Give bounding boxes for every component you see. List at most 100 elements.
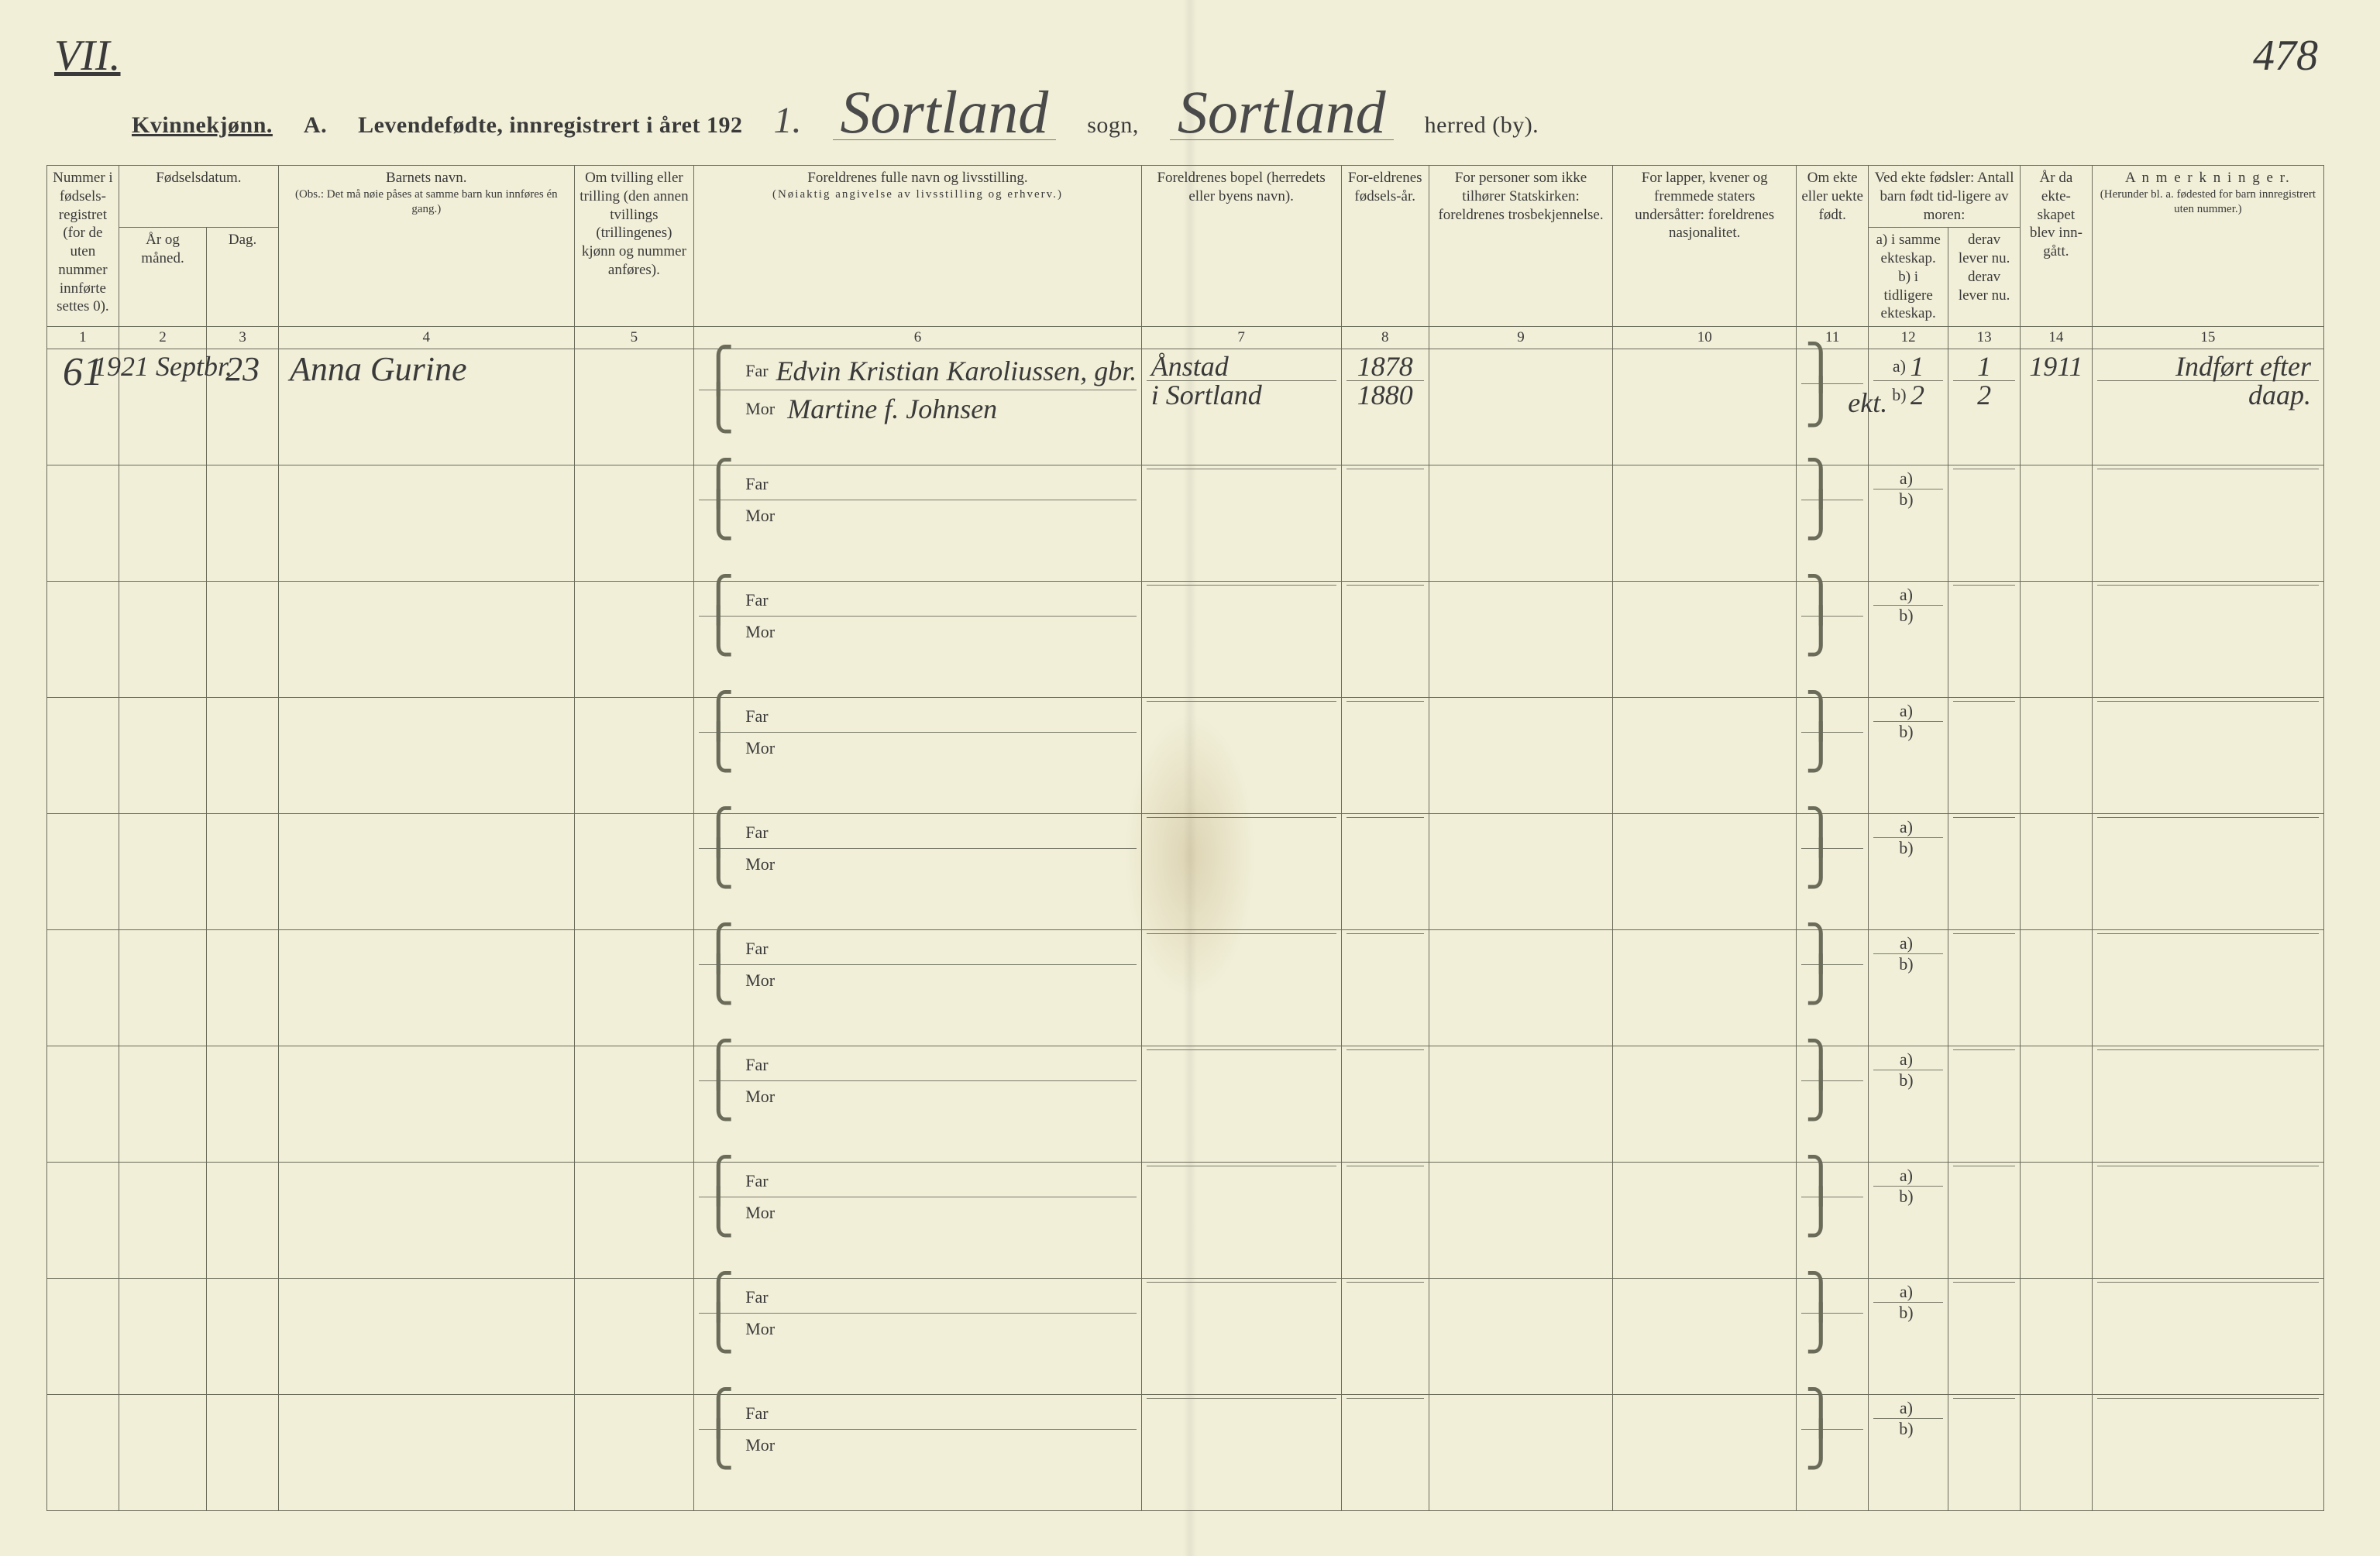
- table-cell: 1878 1880: [1341, 349, 1429, 465]
- colnum: 14: [2020, 327, 2092, 349]
- table-cell: ⎫ ⎭: [1797, 929, 1869, 1046]
- b-label: b): [1899, 606, 1913, 626]
- col-header-10: For lapper, kvener og fremmede staters u…: [1613, 166, 1797, 327]
- table-cell: [2020, 813, 2092, 929]
- handwritten-value: 1880: [1357, 381, 1413, 409]
- table-cell: [47, 1394, 119, 1510]
- table-cell: [1948, 1278, 2021, 1394]
- table-row: 611921 Septbr.23Anna Gurine ⎧FarEdvin Kr…: [47, 349, 2324, 465]
- table-cell: [207, 1278, 279, 1394]
- b-label: b): [1899, 1187, 1913, 1207]
- table-cell: [1141, 929, 1341, 1046]
- table-cell: [2092, 1046, 2323, 1162]
- table-cell: 23: [207, 349, 279, 465]
- table-cell: ⎫ ⎭: [1797, 1394, 1869, 1510]
- table-cell: [279, 1394, 575, 1510]
- col-header-13: derav lever nu. derav lever nu.: [1948, 228, 2021, 327]
- table-cell: [2020, 1046, 2092, 1162]
- table-cell: [574, 1278, 694, 1394]
- table-cell: [2020, 1278, 2092, 1394]
- colnum: 8: [1341, 327, 1429, 349]
- title-text: Levendefødte, innregistrert i året 192: [358, 112, 742, 139]
- table-cell: [207, 697, 279, 813]
- handwritten-value: Edvin Kristian Karoliussen, gbr.: [776, 357, 1137, 385]
- table-cell: [1429, 813, 1612, 929]
- table-cell: [1341, 1162, 1429, 1278]
- far-label: Far: [745, 590, 779, 610]
- handwritten-value: Anna Gurine: [290, 352, 467, 386]
- table-row: ⎧Far ⎩Mor ⎫ ⎭ a) b): [47, 465, 2324, 581]
- b-label: b): [1892, 385, 1906, 405]
- parents-cell: ⎧Far ⎩Mor: [699, 701, 1136, 764]
- sogn-label: sogn,: [1087, 112, 1139, 139]
- table-cell: [279, 929, 575, 1046]
- b-label: b): [1899, 489, 1913, 510]
- table-row: ⎧Far ⎩Mor ⎫ ⎭ a) b): [47, 581, 2324, 697]
- table-cell: [1141, 1046, 1341, 1162]
- table-cell: a) b): [1869, 1278, 1948, 1394]
- table-cell: [1341, 581, 1429, 697]
- table-cell: [1613, 1278, 1797, 1394]
- table-head: Nummer i fødsels-registret (for de uten …: [47, 166, 2324, 349]
- table-cell: [1341, 1278, 1429, 1394]
- mor-label: Mor: [745, 854, 779, 874]
- colnum: 1: [47, 327, 119, 349]
- mor-label: Mor: [745, 1087, 779, 1107]
- table-cell: ⎧Far ⎩Mor: [694, 1278, 1141, 1394]
- col-header-1: Nummer i fødsels-registret (for de uten …: [47, 166, 119, 327]
- table-cell: [1613, 697, 1797, 813]
- table-cell: [1141, 581, 1341, 697]
- table-cell: [1429, 929, 1612, 1046]
- gender-heading: Kvinnekjønn.: [132, 112, 273, 139]
- mor-label: Mor: [745, 1435, 779, 1455]
- colnum: 9: [1429, 327, 1612, 349]
- b-label: b): [1899, 1070, 1913, 1091]
- colnum: 10: [1613, 327, 1797, 349]
- table-cell: 1921 Septbr.: [119, 349, 206, 465]
- table-cell: [1948, 697, 2021, 813]
- table-cell: [119, 697, 206, 813]
- a-label: a): [1900, 585, 1913, 605]
- handwritten-value: 1878: [1357, 352, 1413, 380]
- table-cell: [119, 581, 206, 697]
- table-cell: [1141, 1394, 1341, 1510]
- table-cell: [2020, 1162, 2092, 1278]
- table-cell: [207, 465, 279, 581]
- col-header-5: Om tvilling eller trilling (den annen tv…: [574, 166, 694, 327]
- year-handwritten: 1.: [774, 99, 802, 142]
- table-cell: [574, 581, 694, 697]
- far-label: Far: [745, 939, 779, 959]
- colnum: 4: [279, 327, 575, 349]
- table-cell: [207, 581, 279, 697]
- table-cell: [119, 813, 206, 929]
- table-cell: a) b): [1869, 1394, 1948, 1510]
- table-cell: a) b): [1869, 581, 1948, 697]
- table-cell: [207, 813, 279, 929]
- handwritten-value: Martine f. Johnsen: [787, 395, 997, 423]
- col-header-6-title: Foreldrenes fulle navn og livsstilling.: [699, 169, 1136, 187]
- far-label: Far: [745, 823, 779, 843]
- table-cell: [207, 1394, 279, 1510]
- table-cell: [574, 697, 694, 813]
- table-cell: Anna Gurine: [279, 349, 575, 465]
- table-cell: ⎧FarEdvin Kristian Karoliussen, gbr. ⎩Mo…: [694, 349, 1141, 465]
- table-cell: [119, 465, 206, 581]
- table-cell: [279, 697, 575, 813]
- table-cell: ⎧Far ⎩Mor: [694, 581, 1141, 697]
- table-cell: [1429, 1394, 1612, 1510]
- table-cell: [119, 1394, 206, 1510]
- table-cell: [47, 813, 119, 929]
- mor-label: Mor: [745, 1319, 779, 1339]
- table-cell: [207, 1046, 279, 1162]
- table-cell: [2092, 1162, 2323, 1278]
- handwritten-value: Ånstad: [1151, 352, 1229, 380]
- table-row: ⎧Far ⎩Mor ⎫ ⎭ a) b): [47, 1162, 2324, 1278]
- col-header-12: a) i samme ekteskap. b) i tidligere ekte…: [1869, 228, 1948, 327]
- mor-label: Mor: [745, 970, 779, 991]
- a-label: a): [1893, 356, 1906, 376]
- far-label: Far: [745, 1171, 779, 1191]
- table-cell: [1613, 1394, 1797, 1510]
- table-row: ⎧Far ⎩Mor ⎫ ⎭ a) b): [47, 1046, 2324, 1162]
- parents-cell: ⎧Far ⎩Mor: [699, 1282, 1136, 1345]
- a-label: a): [1900, 933, 1913, 953]
